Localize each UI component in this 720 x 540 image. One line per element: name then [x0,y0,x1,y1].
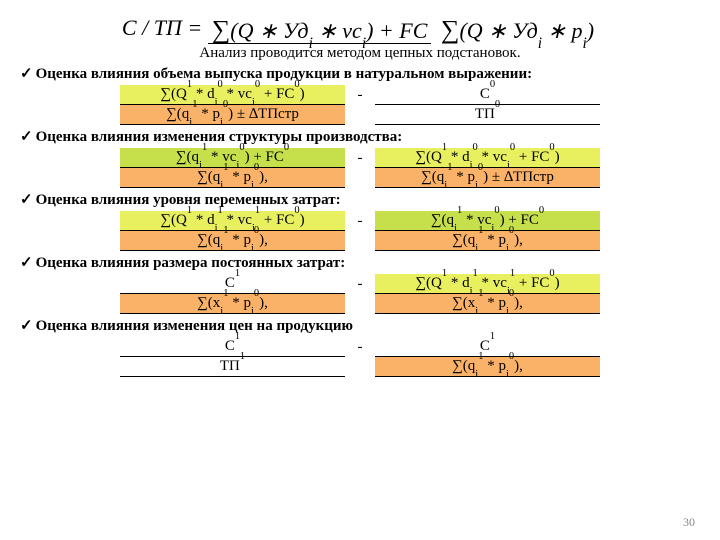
check-icon: ✓ [20,65,33,82]
fraction-numerator: ∑(Q1 * di1 * vci1 + FC0) [375,274,600,294]
fraction-denominator: ∑(qi1 * pi0) ± ∆ТПстр [375,168,600,188]
fraction-numerator: ∑(Q1 * di0 * vci0 + FC0) [375,148,600,168]
minus-sign: - [345,211,375,251]
main-formula: C / ТП = ∑(Q ∗ Удi ∗ vci) + FC ∑(Q ∗ Удi… [20,15,700,45]
formula-block: С1∑(xi1 * pi0),-∑(Q1 * di1 * vci1 + FC0)… [20,274,700,314]
fraction-numerator: С1 [375,337,600,357]
fraction-numerator: ∑(Q1 * di0 * vci0 + FC0) [120,85,345,105]
fraction-denominator: ∑(qi1 * pi0), [120,168,345,188]
fraction-numerator: С1 [120,337,345,357]
fraction-denominator: ∑(qi1 * pi0), [375,231,600,251]
formula-block: ∑(Q1 * di0 * vci0 + FC0)∑(qi1 * pi0) ± ∆… [20,85,700,125]
fraction-denominator: ∑(qi1 * pi0), [120,231,345,251]
fraction-denominator: ∑(qi1 * pi0), [375,357,600,377]
section-heading: ✓Оценка влияния изменения цен на продукц… [20,316,700,335]
fraction-numerator: ∑(qi1 * vci0) + FC0 [120,148,345,168]
formula-block: ∑(Q1 * di1 * vci1 + FC0)∑(qi1 * pi0),-∑(… [20,211,700,251]
minus-sign: - [345,85,375,125]
fraction-numerator: С0 [375,85,600,105]
fraction-denominator: ТП1 [120,357,345,377]
fraction-numerator: ∑(qi1 * vci0) + FC0 [375,211,600,231]
fraction-numerator: С1 [120,274,345,294]
formula-block: С1ТП1-С1∑(qi1 * pi0), [20,337,700,377]
fraction-denominator: ∑(qi1 * pi0) ± ∆ТПстр [120,105,345,125]
section-heading: ✓Оценка влияния размера постоянных затра… [20,253,700,272]
section-heading: ✓Оценка влияния уровня переменных затрат… [20,190,700,209]
check-icon: ✓ [20,254,33,271]
minus-sign: - [345,148,375,188]
fraction-denominator: ∑(xi1 * pi0), [120,294,345,314]
check-icon: ✓ [20,191,33,208]
fraction-denominator: ∑(xi1 * pi0), [375,294,600,314]
minus-sign: - [345,337,375,377]
section-heading: ✓Оценка влияния объема выпуска продукции… [20,64,700,83]
minus-sign: - [345,274,375,314]
intro-text: Анализ проводится методом цепных подстан… [20,45,700,62]
fraction-numerator: ∑(Q1 * di1 * vci1 + FC0) [120,211,345,231]
fraction-denominator: ТП0 [375,105,600,125]
formula-block: ∑(qi1 * vci0) + FC0∑(qi1 * pi0),-∑(Q1 * … [20,148,700,188]
check-icon: ✓ [20,128,33,145]
section-heading: ✓Оценка влияния изменения структуры прои… [20,127,700,146]
check-icon: ✓ [20,317,33,334]
page-number: 30 [683,515,695,530]
